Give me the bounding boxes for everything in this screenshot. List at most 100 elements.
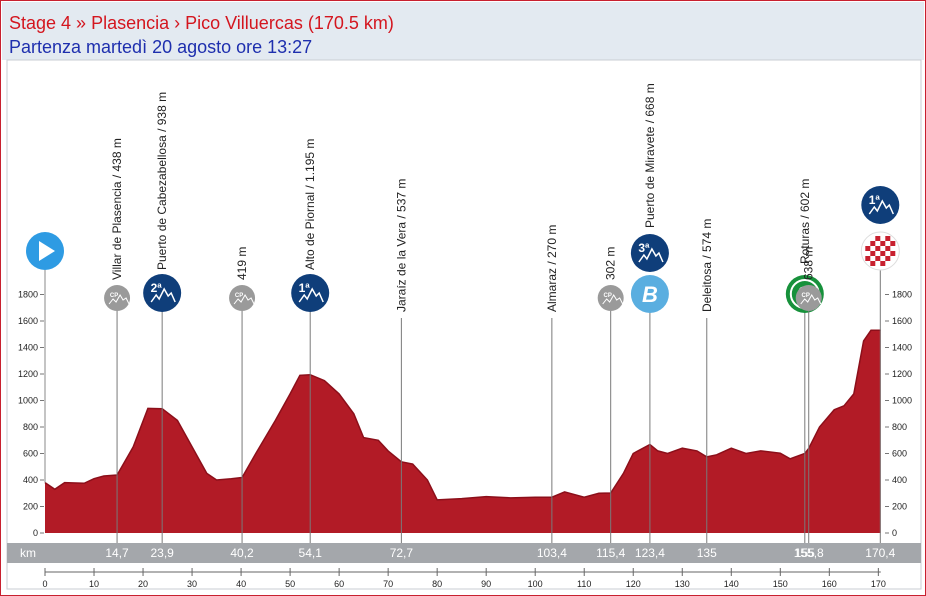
finish-check — [875, 236, 881, 241]
x-tick-label: 120 — [626, 579, 641, 589]
y-tick-label-right: 400 — [892, 475, 907, 485]
y-tick-label-right: 200 — [892, 502, 907, 512]
cp-badge: CP — [795, 285, 822, 311]
km-strip-labels: 14,7 23,9 40,2 54,1 72,7 103,4 115,4 123,4 135 15… — [105, 546, 895, 560]
cp-label: CP — [110, 293, 118, 299]
waypoint-label: Puerto de Miravete / 668 m — [643, 83, 657, 228]
cp-circle — [104, 285, 131, 311]
finish-check — [885, 246, 891, 251]
mountain-icon — [108, 294, 130, 305]
mountain-icon — [638, 247, 664, 263]
cp-label: CP — [235, 293, 243, 299]
x-tick-label: 90 — [481, 579, 491, 589]
waypoint-label: Villar de Plasencia / 438 m — [110, 138, 124, 280]
cp-label: CP — [604, 293, 612, 299]
km-strip — [7, 543, 921, 563]
x-tick-label: 160 — [822, 579, 837, 589]
elevation-profile-line — [44, 329, 881, 501]
y-tick-label-right: 800 — [892, 422, 907, 432]
y-tick-label-left: 400 — [23, 475, 38, 485]
x-tick-label: 30 — [187, 579, 197, 589]
km-strip-label: 135 — [697, 546, 717, 560]
km-strip-label: 54,1 — [299, 546, 323, 560]
y-tick-label-left: 1800 — [18, 290, 38, 300]
y-tick-label-right: 1800 — [892, 290, 912, 300]
climb-category-badge: 3ª — [630, 234, 669, 272]
finish-check — [870, 251, 876, 256]
climb-category-badge: 1ª — [291, 274, 330, 312]
finish-check — [880, 261, 886, 266]
header: Stage 4 » Plasencia › Pico Villuercas (1… — [2, 2, 924, 60]
x-tick-label: 150 — [773, 579, 788, 589]
y-tick-label-left: 600 — [23, 449, 38, 459]
finish-check — [885, 256, 891, 261]
y-tick-label-left: 800 — [23, 422, 38, 432]
finish-check — [865, 256, 871, 261]
x-tick-label: 10 — [89, 579, 99, 589]
elevation-profile-area — [45, 330, 881, 533]
km-strip-label: 23,9 — [150, 546, 174, 560]
waypoint-label: Puerto de Cabezabellosa / 938 m — [155, 92, 169, 270]
x-tick-label: 50 — [285, 579, 295, 589]
start-time-subtitle: Partenza martedì 20 agosto ore 13:27 — [9, 37, 313, 57]
cp-circle — [229, 285, 256, 311]
km-strip-label: 123,4 — [635, 546, 665, 560]
y-tick-label-left: 1200 — [18, 369, 38, 379]
y-tick-label-right: 1200 — [892, 369, 912, 379]
mountain-icon — [150, 287, 176, 303]
waypoint-label: Jaraíz de la Vera / 537 m — [394, 179, 408, 312]
mountain-icon — [602, 294, 624, 305]
cp-circle — [597, 285, 624, 311]
mountain-icon — [800, 294, 822, 305]
x-tick-label: 100 — [528, 579, 543, 589]
waypoint-label: 638 m — [802, 247, 816, 280]
km-strip-label: 155 — [795, 546, 815, 560]
x-tick-label: 170 — [871, 579, 886, 589]
x-tick-label: 40 — [236, 579, 246, 589]
mountain-icon — [868, 199, 894, 215]
cp-label: CP — [802, 293, 810, 299]
climb-category-badge: 2ª — [143, 274, 182, 312]
km-strip-label: 14,7 — [105, 546, 129, 560]
axes-layer: 0 0 200 200 400 400 600 600 800 800 1000 1000 1200 12… — [18, 290, 912, 539]
x-tick-label: 20 — [138, 579, 148, 589]
badge-category-label: 3ª — [638, 241, 650, 255]
y-tick-label-left: 200 — [23, 502, 38, 512]
cp-badge: CP — [597, 285, 624, 311]
start-badge — [26, 232, 64, 483]
x-tick-label: 70 — [383, 579, 393, 589]
y-tick-label-right: 0 — [892, 528, 897, 538]
finish-check — [865, 246, 871, 251]
mountain-icon — [233, 294, 255, 305]
km-strip-label: 103,4 — [537, 546, 567, 560]
y-tick-label-right: 1000 — [892, 396, 912, 406]
waypoint-label: 302 m — [604, 247, 618, 280]
mountain-icon — [298, 287, 324, 303]
finish-climb-badge: 1ª — [861, 186, 900, 224]
km-strip-label: 40,2 — [230, 546, 254, 560]
finish-check — [880, 241, 886, 246]
finish-check — [875, 256, 881, 261]
waypoint-label: Roturas / 602 m — [798, 179, 812, 264]
profile-layer — [44, 329, 881, 533]
finish-check — [890, 251, 896, 256]
bonus-circle — [630, 275, 669, 313]
x-tick-label: 140 — [724, 579, 739, 589]
badge-category-label: 2ª — [151, 281, 163, 295]
finish-check — [890, 241, 896, 246]
finish-check — [875, 246, 881, 251]
y-tick-label-right: 1400 — [892, 343, 912, 353]
km-strip-label: 72,7 — [390, 546, 414, 560]
km-strip-label: 155,8 — [794, 546, 824, 560]
x-tick-label: 0 — [42, 579, 47, 589]
bonus-badge: B — [630, 275, 669, 313]
waypoint-label: Deleitosa / 574 m — [700, 219, 714, 312]
km-strip-label: 170,4 — [865, 546, 895, 560]
y-tick-label-left: 1400 — [18, 343, 38, 353]
cp-badge: CP — [229, 285, 256, 311]
cp-badge: CP — [104, 285, 131, 311]
x-tick-label: 80 — [432, 579, 442, 589]
x-tick-label: 110 — [577, 579, 591, 589]
waypoint-label: Alto de Piornal / 1.195 m — [303, 139, 317, 270]
waypoint-label: 419 m — [235, 247, 249, 280]
